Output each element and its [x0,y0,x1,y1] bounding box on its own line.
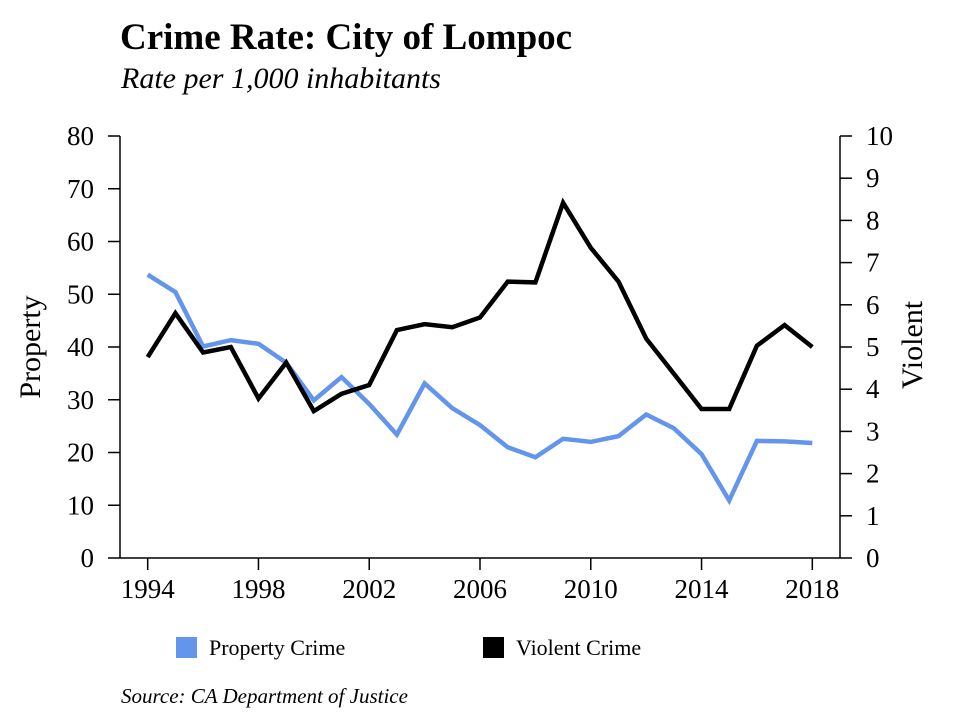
chart-title: Crime Rate: City of Lompoc [120,17,573,58]
y-right-tick-label: 9 [866,163,880,193]
property-crime-line [146,272,813,506]
y-left-tick-label: 20 [67,438,94,468]
x-tick-label: 2006 [453,574,507,604]
y-right-tick-label: 4 [866,374,880,404]
y-left-tick-label: 70 [67,174,94,204]
y-right-tick-label: 0 [866,543,880,573]
chart-subtitle: Rate per 1,000 inhabitants [121,62,441,95]
y-right-tick-label: 2 [866,459,880,489]
axes: 0 10 20 30 40 50 60 70 80 0 1 2 3 4 5 6 7 8 9 10 1994 1998 200… [14,121,929,604]
legend-swatch [483,637,504,658]
legend: Property Crime Violent Crime [176,635,641,660]
source-note: Source: CA Department of Justice [121,684,408,708]
x-tick-label: 2010 [564,574,618,604]
y-right-tick-label: 5 [866,332,880,362]
x-tick-label: 1994 [121,574,176,604]
y-left-tick-label: 60 [67,227,94,257]
x-tick-label: 1998 [231,574,285,604]
legend-label: Property Crime [209,635,345,660]
y-left-tick-label: 10 [67,490,94,520]
y-axis-right-title: Violent [896,300,929,389]
y-left-tick-label: 0 [81,543,95,573]
violent-crime-line [145,197,814,415]
legend-swatch [176,637,197,658]
y-left-tick-label: 50 [67,279,94,309]
y-left-tick-label: 30 [67,385,94,415]
x-tick-label: 2014 [675,574,730,604]
y-right-tick-label: 1 [866,501,880,531]
legend-label: Violent Crime [516,635,641,660]
y-left-tick-label: 40 [67,332,94,362]
y-right-tick-label: 10 [866,121,893,151]
y-right-tick-label: 7 [866,248,880,278]
y-right-tick-label: 6 [866,290,880,320]
y-right-tick-label: 3 [866,416,880,446]
y-right-tick-label: 8 [866,205,880,235]
y-left-tick-label: 80 [67,121,94,151]
series-lines [145,197,814,506]
x-tick-label: 2018 [785,574,839,604]
y-axis-left-title: Property [14,295,47,398]
x-tick-label: 2002 [342,574,396,604]
